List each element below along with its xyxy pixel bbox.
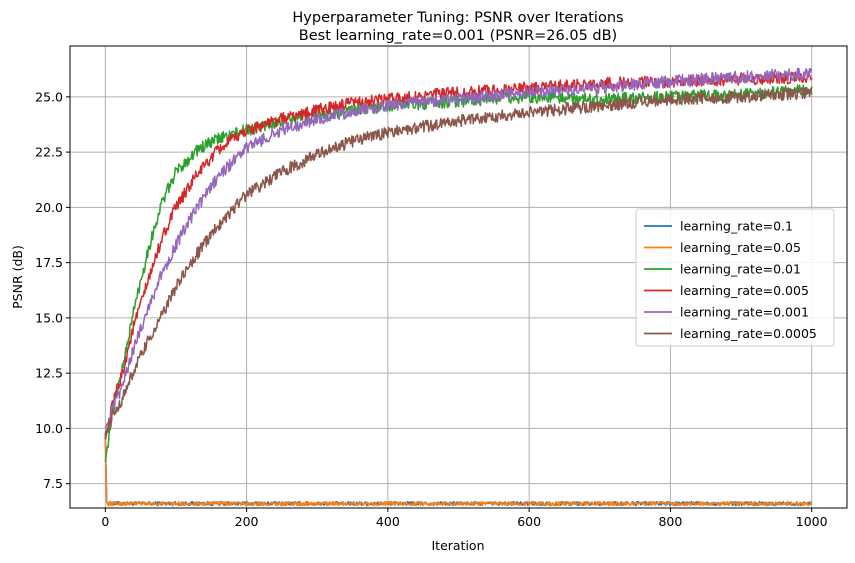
plot-series <box>104 67 813 507</box>
legend-label: learning_rate=0.1 <box>680 219 793 234</box>
x-tick-label: 1000 <box>796 514 828 529</box>
y-axis-label: PSNR (dB) <box>10 245 25 309</box>
chart-title-line1: Hyperparameter Tuning: PSNR over Iterati… <box>292 10 623 26</box>
x-tick-label: 800 <box>658 514 682 529</box>
x-tick-label: 0 <box>101 514 109 529</box>
legend-label: learning_rate=0.05 <box>680 240 801 255</box>
series-line <box>104 70 813 440</box>
y-tick-label: 25.0 <box>35 89 63 104</box>
y-tick-label: 12.5 <box>35 366 63 381</box>
y-tick-label: 10.0 <box>35 421 63 436</box>
series-line <box>104 86 813 434</box>
legend-label: learning_rate=0.005 <box>680 283 809 298</box>
x-axis-label: Iteration <box>431 538 484 553</box>
axis-ticks: 0 200 400 600 800 1000 7.5 10.0 12.5 15.0 17.5 20.0… <box>35 89 827 529</box>
plot-frame <box>69 45 848 509</box>
x-tick-label: 600 <box>517 514 541 529</box>
y-tick-label: 7.5 <box>43 476 63 491</box>
legend: learning_rate=0.1 learning_rate=0.05learn… <box>635 208 835 347</box>
y-tick-label: 17.5 <box>35 255 63 270</box>
chart-title-line2: Best learning_rate=0.001 (PSNR=26.05 dB) <box>299 28 617 44</box>
x-tick-label: 200 <box>235 514 259 529</box>
series-line <box>104 439 813 507</box>
legend-label: learning_rate=0.0005 <box>680 326 817 341</box>
legend-label: learning_rate=0.001 <box>680 305 809 320</box>
y-tick-label: 22.5 <box>35 145 63 160</box>
legend-label: learning_rate=0.01 <box>680 262 801 277</box>
legend-box <box>635 208 835 347</box>
series-line <box>104 67 813 429</box>
y-tick-label: 15.0 <box>35 310 63 325</box>
y-tick-label: 20.0 <box>35 200 63 215</box>
x-tick-label: 400 <box>376 514 400 529</box>
series-line <box>104 84 813 462</box>
